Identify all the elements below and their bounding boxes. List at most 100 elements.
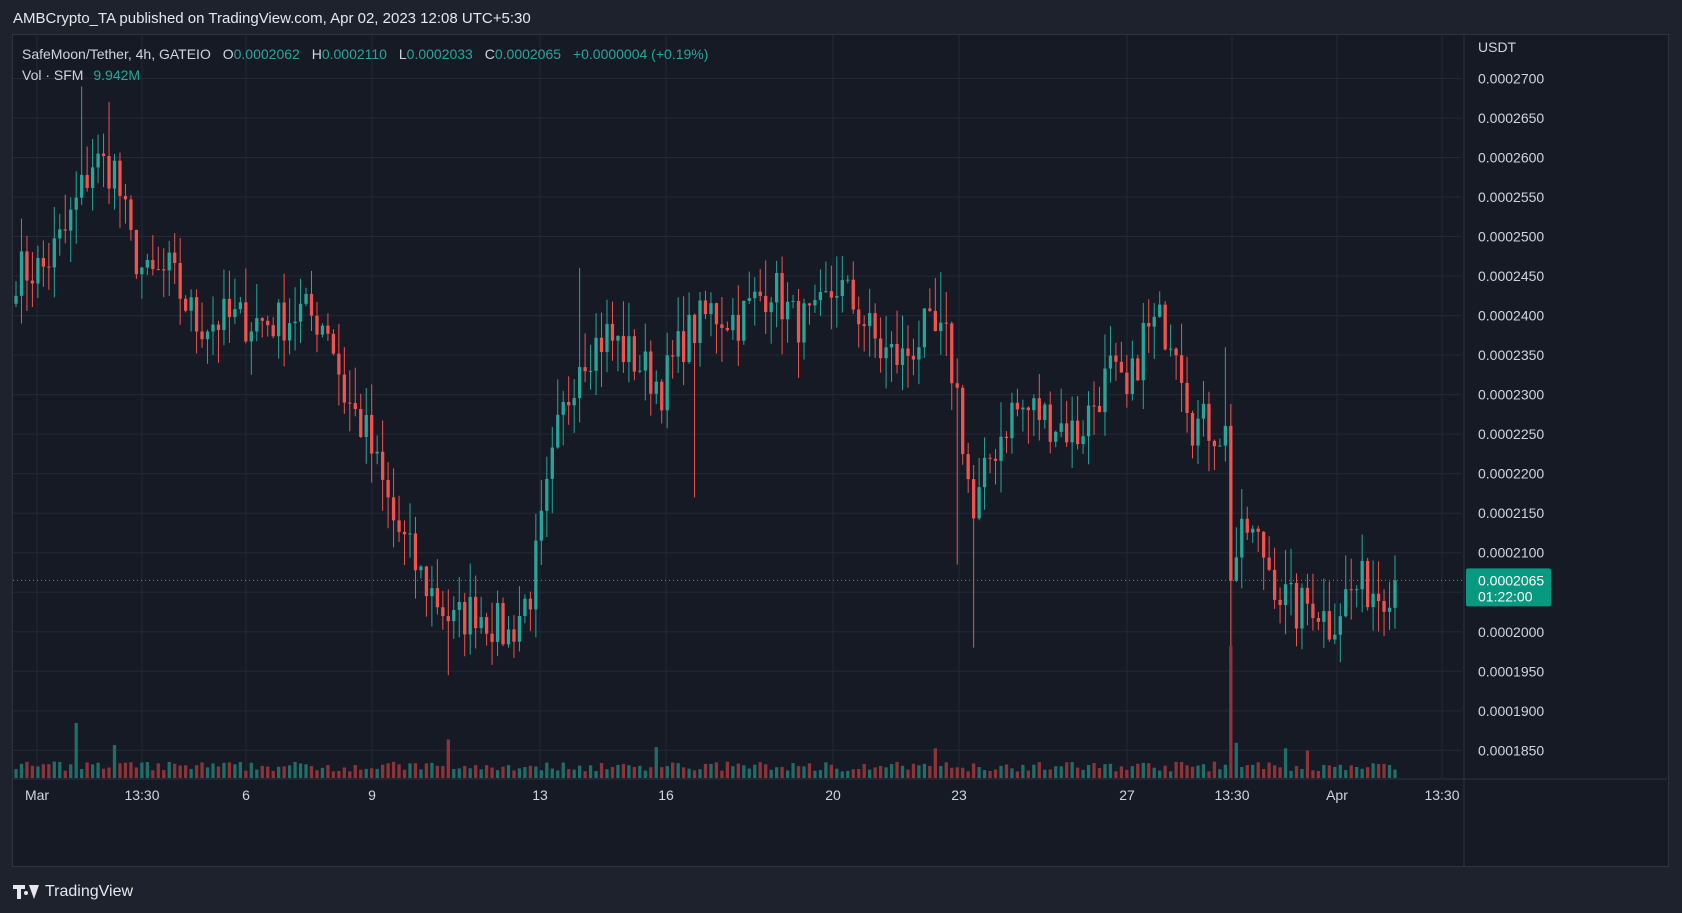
candle-body xyxy=(402,531,407,535)
volume-bar xyxy=(742,765,746,778)
candle-body xyxy=(1376,593,1381,602)
volume-bar xyxy=(1393,769,1397,778)
candle-body xyxy=(1059,423,1063,432)
volume-bar xyxy=(14,769,18,778)
candle-body xyxy=(758,291,762,296)
y-tick-label: 0.0001950 xyxy=(1478,663,1544,679)
volume-bar xyxy=(402,769,407,778)
volume-bar xyxy=(25,761,29,778)
candlestick-chart[interactable]: 0.0002700 0.0002650 0.0002600 0.0002550 0.00… xyxy=(0,0,1682,870)
candle-body xyxy=(868,313,872,327)
candle-body xyxy=(556,414,560,448)
candle-body xyxy=(1081,436,1085,445)
volume-bar xyxy=(156,763,160,778)
candle-body xyxy=(561,402,565,415)
volume-bar xyxy=(835,768,839,778)
candle-body xyxy=(692,314,697,344)
candle-body xyxy=(1070,420,1074,443)
candle-body xyxy=(1294,582,1299,629)
volume-bar xyxy=(1234,742,1238,778)
volume-bar xyxy=(955,767,959,778)
volume-bar xyxy=(129,762,133,778)
volume-bar xyxy=(1283,748,1288,778)
candle-body xyxy=(320,325,325,335)
brand-label[interactable]: TradingView xyxy=(45,882,134,900)
y-tick-label: 0.0002000 xyxy=(1478,624,1544,640)
candle-body xyxy=(205,331,210,340)
volume-bar xyxy=(216,766,221,778)
volume-bar xyxy=(1212,761,1217,778)
candle-body xyxy=(1026,407,1031,411)
candle-body xyxy=(572,398,576,406)
candle-body xyxy=(982,457,987,488)
volume-bar xyxy=(1196,765,1200,778)
candle-body xyxy=(676,331,680,357)
volume-label[interactable]: Vol · SFM xyxy=(22,67,84,83)
candle-body xyxy=(1338,616,1342,635)
volume-bar xyxy=(993,769,998,778)
y-tick-label: 0.0002450 xyxy=(1478,268,1544,284)
volume-bar xyxy=(211,763,215,778)
candle-body xyxy=(85,174,89,188)
candle-body xyxy=(413,533,418,571)
candle-body xyxy=(1119,361,1124,373)
volume-bar xyxy=(922,763,927,778)
publisher-line: AMBCrypto_TA published on TradingView.co… xyxy=(13,9,531,27)
candle-body xyxy=(375,451,379,454)
candle-body xyxy=(999,436,1003,461)
candle-body xyxy=(178,263,182,299)
volume-bar xyxy=(944,762,948,778)
candle-body xyxy=(1349,589,1353,591)
candle-body xyxy=(1245,518,1249,533)
volume-bar xyxy=(753,764,757,778)
y-tick-label: 0.0002700 xyxy=(1478,70,1544,86)
candle-body xyxy=(337,353,341,375)
candle-body xyxy=(227,298,232,318)
volume-bar xyxy=(260,765,264,778)
candle-body xyxy=(1097,405,1102,413)
volume-bar xyxy=(878,765,883,778)
volume-bar xyxy=(90,764,95,778)
volume-bar xyxy=(1010,768,1014,778)
candle-body xyxy=(173,252,177,264)
volume-bar xyxy=(731,766,735,778)
volume-bar xyxy=(714,762,719,778)
volume-bar xyxy=(1059,766,1063,778)
candle-body xyxy=(266,320,270,326)
candle-body xyxy=(835,295,839,298)
volume-bar xyxy=(506,765,511,778)
volume-bar xyxy=(846,770,850,778)
volume-bar xyxy=(1278,767,1282,778)
volume-bar xyxy=(900,765,905,778)
candle-body xyxy=(1179,355,1184,383)
volume-bar xyxy=(183,765,188,778)
candle-body xyxy=(643,351,647,371)
volume-bar xyxy=(112,745,117,778)
candle-body xyxy=(993,458,998,461)
y-tick-label: 0.0002200 xyxy=(1478,466,1544,482)
volume-bar xyxy=(151,770,155,778)
tradingview-logo-icon[interactable] xyxy=(13,884,39,899)
candle-body xyxy=(774,273,779,303)
volume-row: Vol · SFM 9.942M xyxy=(22,65,708,86)
candle-body xyxy=(1201,403,1206,419)
candle-body xyxy=(1256,528,1260,532)
y-tick-label: 0.0002550 xyxy=(1478,189,1544,205)
candle-body xyxy=(785,301,790,320)
volume-bar xyxy=(605,769,609,778)
candle-body xyxy=(326,325,330,334)
volume-bar xyxy=(780,766,784,778)
candle-body xyxy=(353,403,357,409)
symbol-label[interactable]: SafeMoon/Tether, 4h, GATEIO xyxy=(22,46,211,62)
volume-bar xyxy=(495,770,500,778)
volume-bar xyxy=(1158,770,1162,778)
volume-bar xyxy=(1037,762,1041,778)
candle-body xyxy=(112,160,117,189)
candle-body xyxy=(1223,425,1228,446)
volume-bar xyxy=(47,764,51,778)
volume-bar xyxy=(490,767,494,778)
volume-bar xyxy=(107,767,111,778)
candle-body xyxy=(309,293,314,316)
candle-body xyxy=(490,633,494,642)
candle-body xyxy=(1322,611,1326,622)
